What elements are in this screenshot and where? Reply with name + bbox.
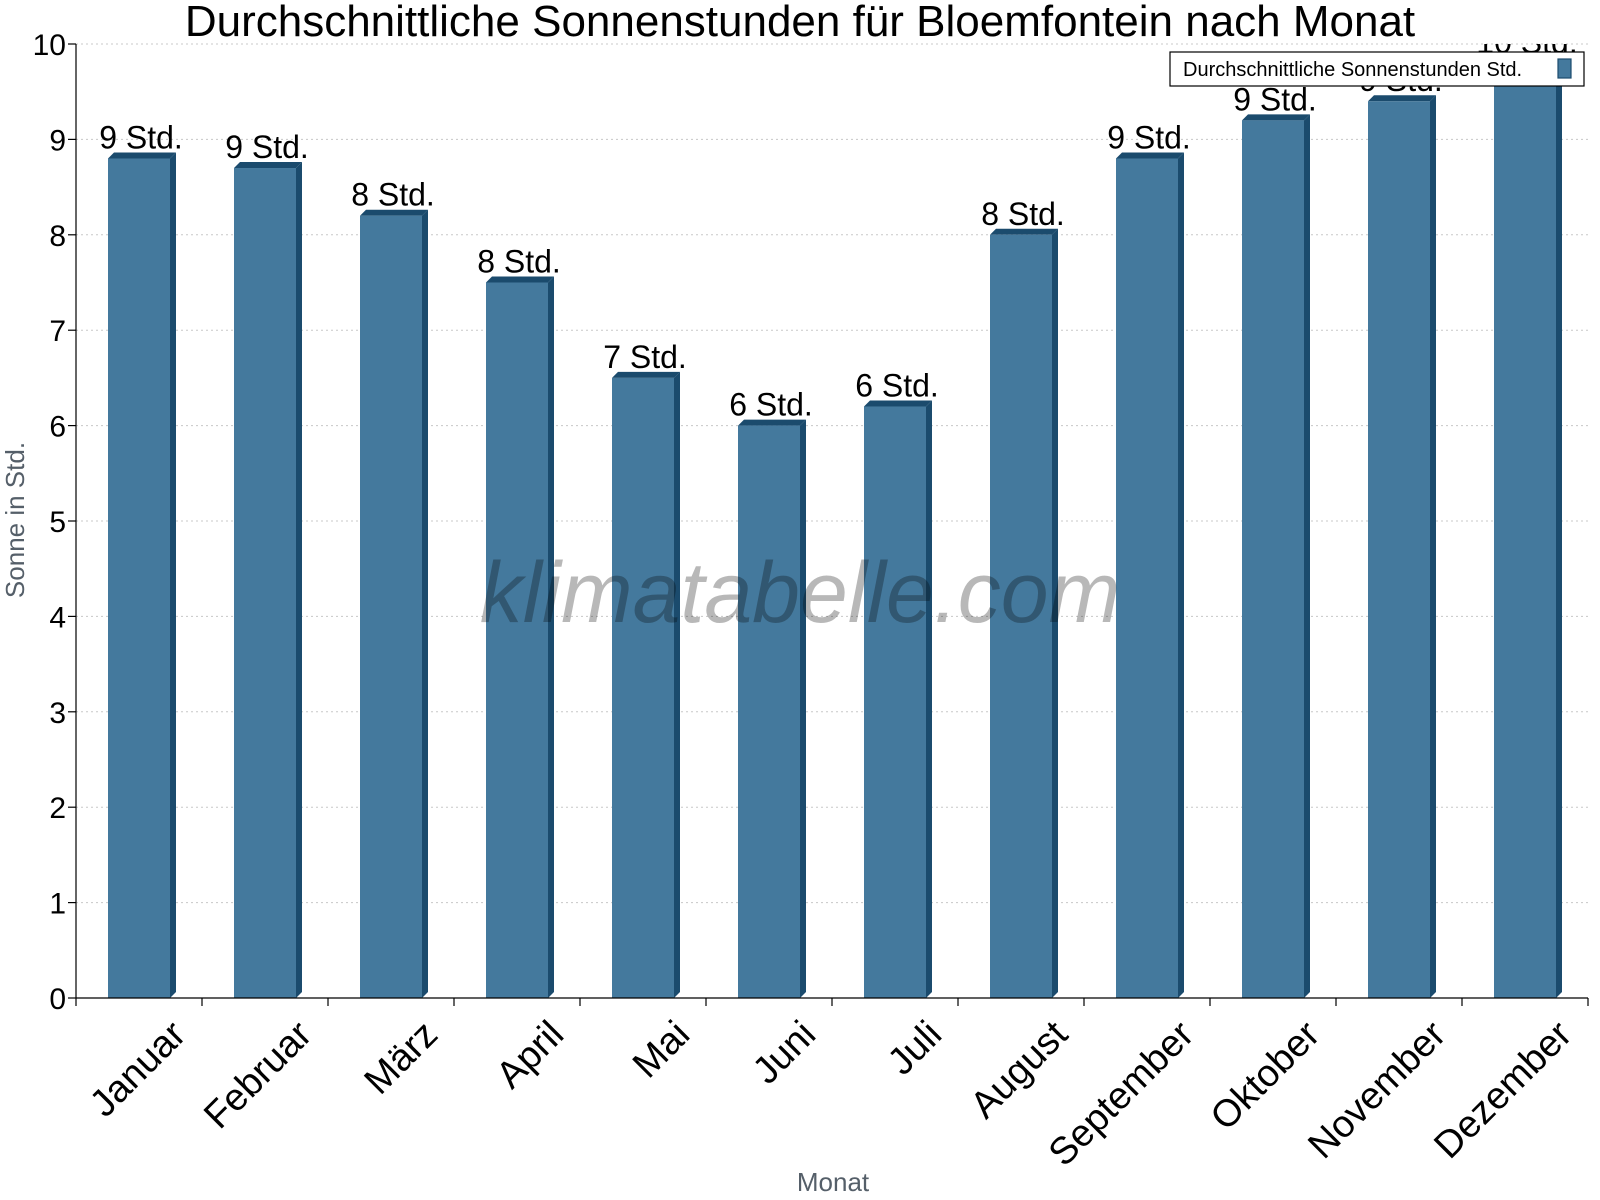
bar-top — [1242, 114, 1310, 121]
bar-side — [1178, 152, 1184, 999]
x-tick-label: Juli — [880, 1013, 950, 1083]
data-label: 8 Std. — [477, 244, 561, 280]
x-tick-label: Januar — [82, 1013, 194, 1125]
bar-top — [612, 371, 680, 378]
bar-side — [422, 209, 428, 999]
bar-März: 8 Std. — [351, 177, 435, 999]
bar-top — [1116, 152, 1184, 159]
chart-title: Durchschnittliche Sonnenstunden für Bloe… — [185, 0, 1415, 46]
bar-top — [738, 419, 806, 426]
y-tick-label: 9 — [49, 124, 66, 157]
bar-side — [170, 152, 176, 999]
bar-side — [548, 276, 554, 998]
legend-box — [1169, 51, 1585, 87]
x-tick-label: März — [357, 1013, 446, 1102]
data-label: 8 Std. — [351, 177, 435, 213]
bar-side — [296, 162, 302, 998]
bar — [1368, 101, 1430, 999]
y-tick-label: 4 — [49, 601, 66, 634]
bars: 9 Std. 9 Std. 8 Std. 8 Std. 7 Std. 6 Std. 6 St… — [99, 44, 1578, 999]
x-axis-label: Monat — [797, 1167, 870, 1197]
legend-label: Durchschnittliche Sonnenstunden Std. — [1183, 59, 1522, 81]
data-label: 8 Std. — [981, 196, 1065, 232]
x-tick-label: Februar — [196, 1013, 320, 1137]
bar — [360, 215, 422, 999]
y-tick-label: 1 — [49, 888, 66, 921]
bar-side — [1304, 114, 1310, 998]
bar-Januar: 9 Std. — [99, 119, 183, 999]
bar — [108, 158, 170, 999]
legend: Durchschnittliche Sonnenstunden Std. — [1169, 51, 1585, 87]
bar-Oktober: 9 Std. — [1233, 81, 1317, 998]
bar-Februar: 9 Std. — [225, 129, 309, 998]
data-label: 6 Std. — [729, 387, 813, 423]
x-axis-ticks: Januar Februar März April Mai Juni Juli AugustS… — [75, 998, 1589, 1174]
x-tick-label: April — [489, 1013, 572, 1096]
bar-side — [800, 419, 806, 999]
bar-side — [674, 371, 680, 998]
bar-side — [926, 400, 932, 998]
bar-Mai: 7 Std. — [603, 339, 687, 998]
bar-top — [108, 152, 176, 159]
bar — [486, 282, 548, 998]
y-tick-label: 2 — [49, 792, 66, 825]
y-tick-label: 5 — [49, 506, 66, 539]
x-tick-label: Mai — [625, 1013, 698, 1086]
y-tick-label: 7 — [49, 315, 66, 348]
x-tick-label: November — [1300, 1013, 1454, 1167]
x-tick-label: August — [963, 1013, 1077, 1127]
bar — [864, 406, 926, 998]
data-label: 9 Std. — [1233, 81, 1317, 117]
bar — [612, 377, 674, 998]
bar-top — [486, 276, 554, 283]
gridlines — [76, 43, 1588, 904]
bar-Dezember: 10 Std. — [1476, 44, 1578, 998]
data-label: 9 Std. — [225, 129, 309, 165]
data-label: 7 Std. — [603, 339, 687, 375]
bar — [1116, 158, 1178, 999]
legend-swatch — [1557, 58, 1572, 79]
bar — [738, 425, 800, 999]
y-tick-label: 0 — [49, 983, 66, 1016]
data-label: 9 Std. — [1107, 119, 1191, 155]
bar-side — [1430, 95, 1436, 999]
data-label: 9 Std. — [99, 119, 183, 155]
y-tick-label: 8 — [49, 220, 66, 253]
bar-side — [1052, 228, 1058, 999]
bar-top — [234, 162, 302, 169]
watermark: klimatabelle.com — [480, 545, 1120, 641]
bar — [234, 168, 296, 998]
bar-top — [864, 400, 932, 407]
bar — [1242, 120, 1304, 998]
bar-top — [990, 228, 1058, 235]
x-tick-label: Oktober — [1203, 1013, 1329, 1139]
y-tick-label: 3 — [49, 697, 66, 730]
x-tick-label: Juni — [745, 1013, 824, 1092]
y-axis-label: Sonne in Std. — [0, 442, 30, 598]
bar-top — [1368, 95, 1436, 102]
bar-August: 8 Std. — [981, 196, 1065, 999]
bar-Juni: 6 Std. — [729, 387, 813, 999]
data-label: 6 Std. — [855, 368, 939, 404]
x-tick-label: Dezember — [1426, 1013, 1580, 1167]
bar-top — [360, 209, 428, 216]
bar — [990, 234, 1052, 999]
y-tick-label: 10 — [33, 29, 66, 62]
bar-April: 8 Std. — [477, 244, 561, 998]
bar-Juli: 6 Std. — [855, 368, 939, 998]
bar-side — [1556, 57, 1562, 998]
y-tick-label: 6 — [49, 411, 66, 444]
y-axis-ticks: 0 1 2 3 4 5 6 7 8 9 10 — [33, 29, 76, 1016]
bar-November: 9 Std. — [1359, 62, 1443, 999]
bar — [1494, 63, 1556, 998]
bar-September: 9 Std. — [1107, 119, 1191, 999]
